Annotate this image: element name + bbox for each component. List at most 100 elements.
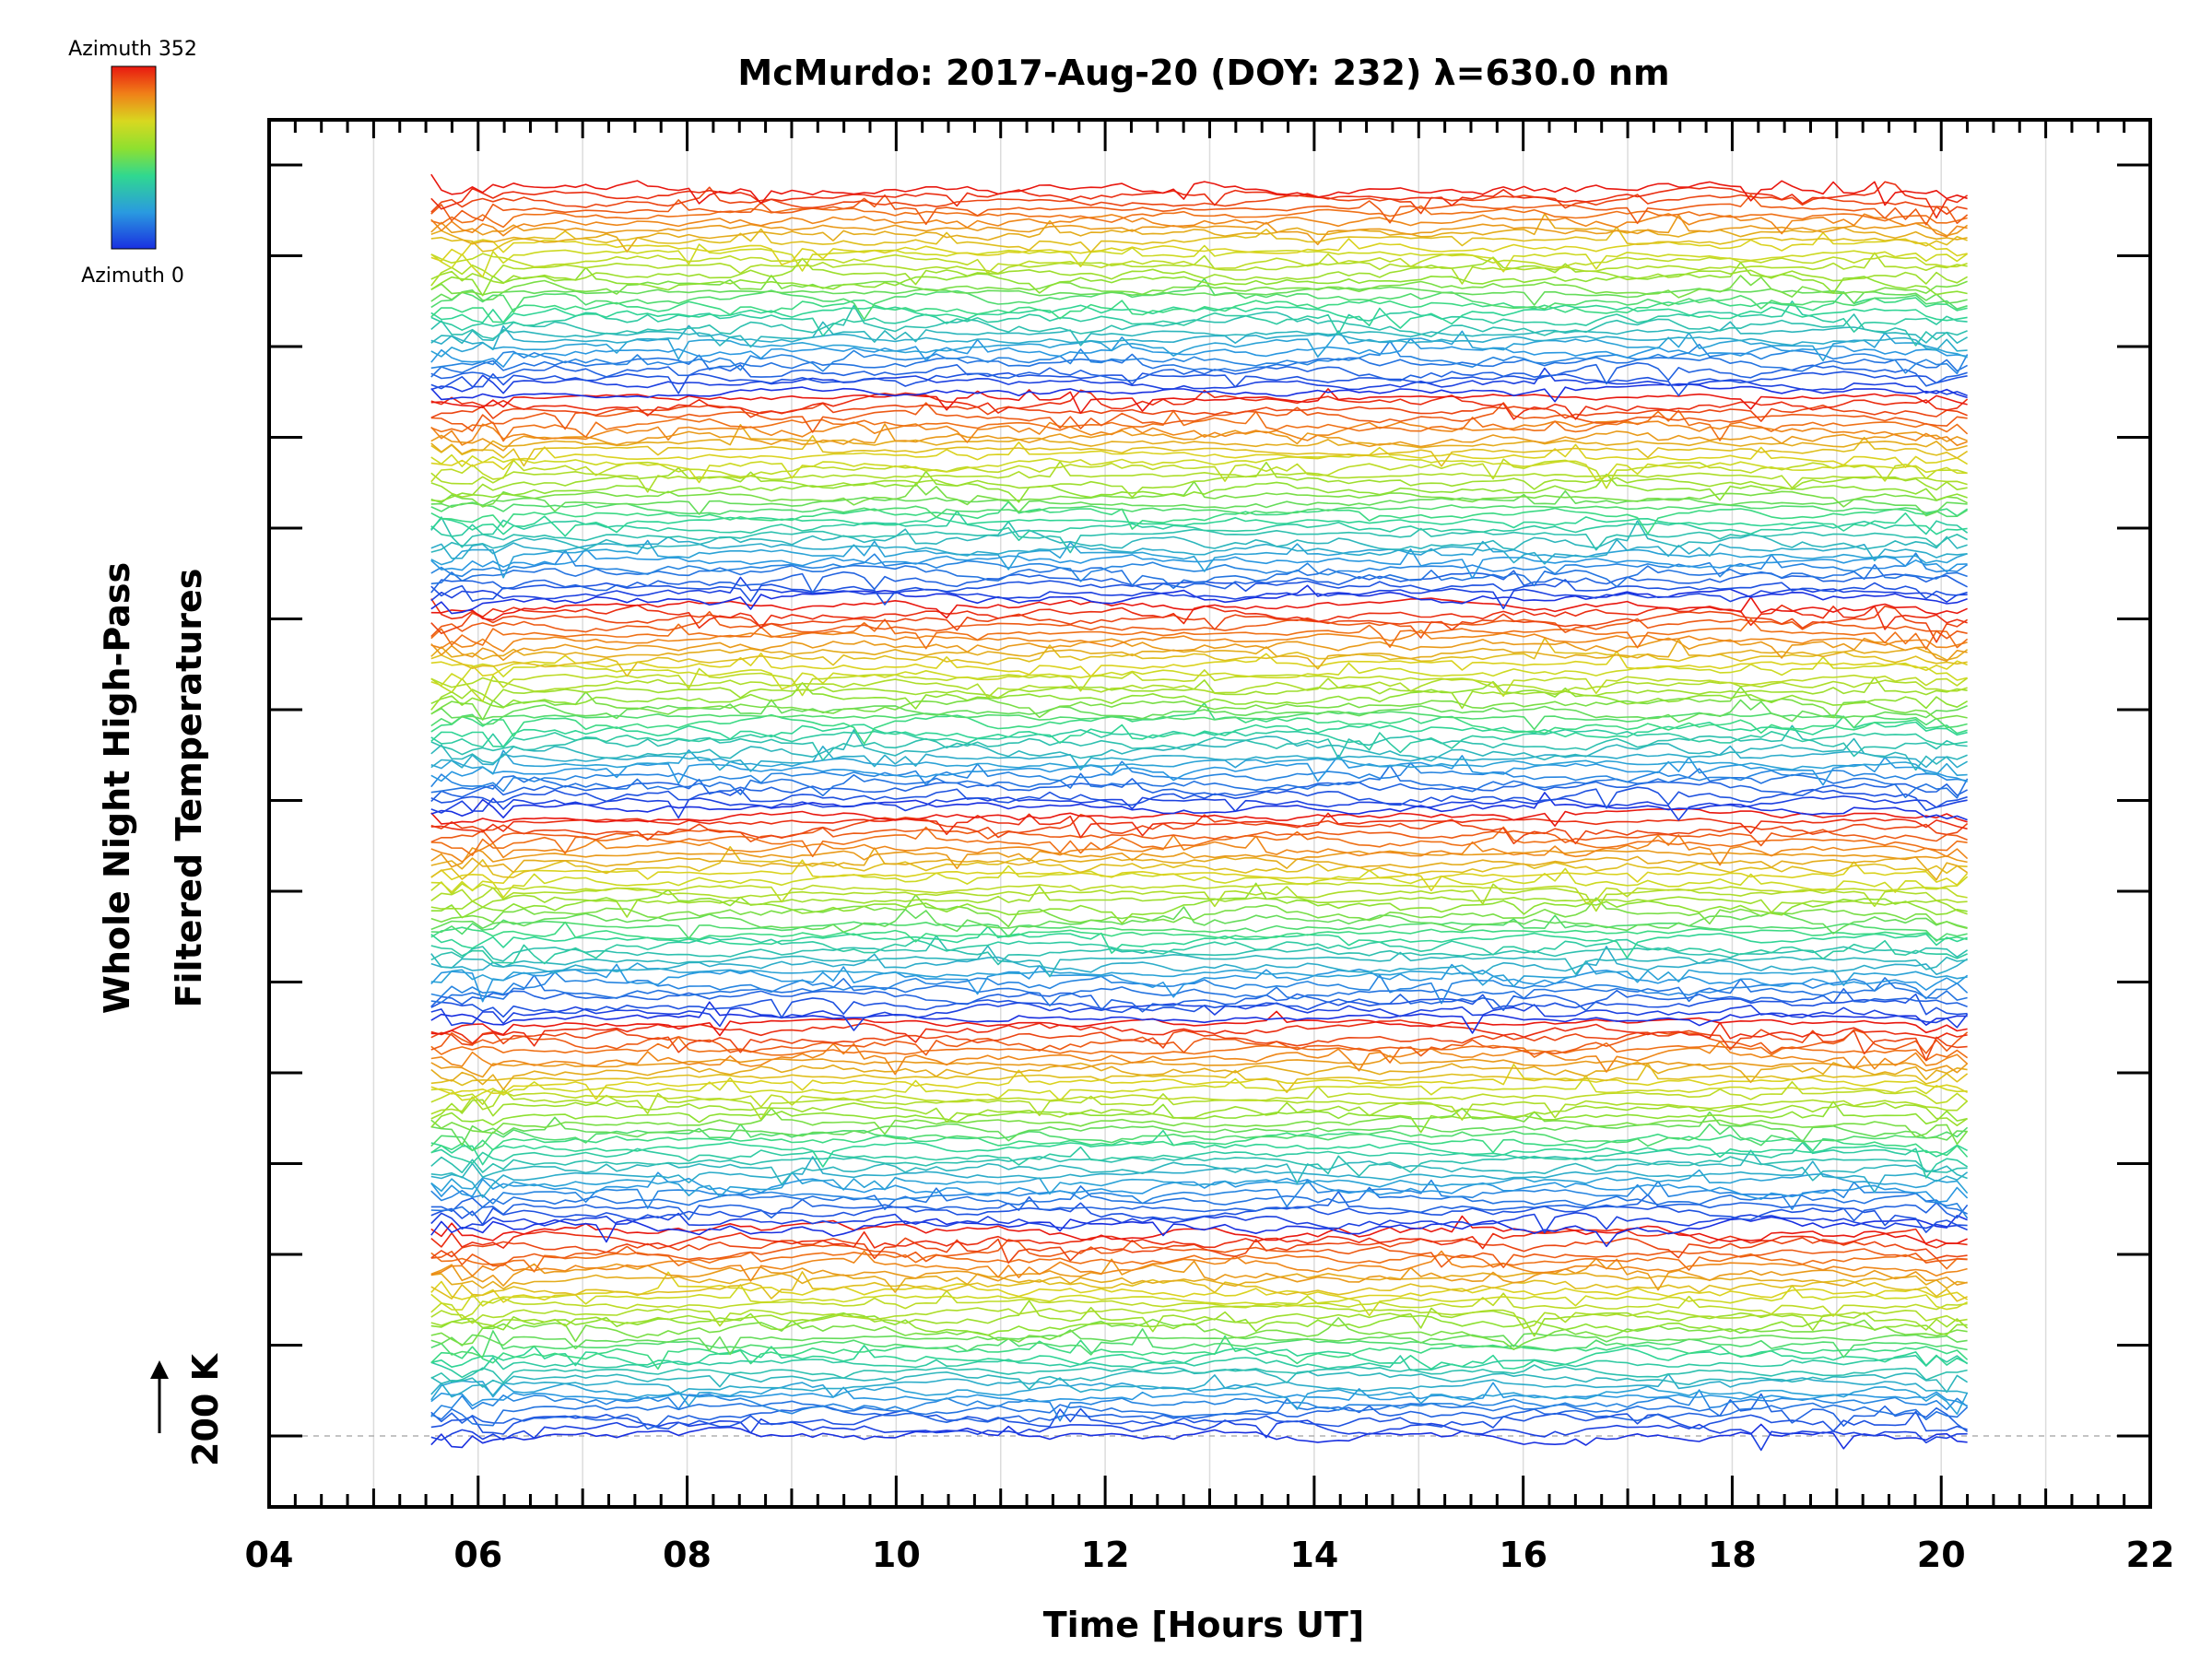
legend-top-label: Azimuth 352 xyxy=(68,38,197,61)
series-line xyxy=(430,1289,1968,1320)
series-line xyxy=(430,680,1969,710)
series-line xyxy=(430,971,1969,1005)
series-line xyxy=(430,1155,1968,1177)
series-line xyxy=(430,1001,1968,1034)
series-line xyxy=(430,1228,1968,1250)
series-line xyxy=(430,371,1968,397)
series-line xyxy=(430,512,1968,537)
series-line xyxy=(430,1124,1969,1152)
series-line xyxy=(430,1185,1968,1217)
series-line xyxy=(430,745,1968,772)
series-line xyxy=(430,252,1968,287)
series-line xyxy=(430,638,1969,670)
x-tick-label: 14 xyxy=(1289,1535,1338,1575)
series-line xyxy=(430,453,1968,484)
series-line xyxy=(430,946,1969,975)
series-line xyxy=(430,865,1969,899)
series-line xyxy=(430,275,1968,299)
series-line xyxy=(430,881,1968,904)
series-line xyxy=(430,1075,1968,1101)
series-line xyxy=(430,963,1969,1003)
series-line xyxy=(430,1239,1968,1268)
series-line xyxy=(430,510,1969,542)
series-line xyxy=(430,729,1968,771)
series-line xyxy=(430,945,1968,978)
series-line xyxy=(430,988,1968,1013)
series-line xyxy=(430,470,1968,503)
plot-frame xyxy=(267,118,2152,1509)
series-line xyxy=(430,340,1969,375)
series-line xyxy=(430,859,1969,892)
series-line xyxy=(430,173,1968,206)
series-line xyxy=(430,520,1968,553)
series-line xyxy=(430,1041,1969,1076)
series-line xyxy=(430,812,1968,839)
series-line xyxy=(430,367,1968,396)
series-line xyxy=(430,894,1968,930)
series-line xyxy=(430,792,1968,821)
series-line xyxy=(430,1088,1969,1121)
x-tick-label: 12 xyxy=(1081,1535,1130,1575)
series-line xyxy=(430,760,1968,793)
series-line xyxy=(430,715,1968,748)
series-line xyxy=(430,1389,1969,1422)
series-line xyxy=(430,596,1968,621)
series-line xyxy=(430,1373,1968,1398)
series-line xyxy=(430,1382,1968,1407)
series-line xyxy=(430,827,1968,847)
series-line xyxy=(430,535,1968,565)
series-line xyxy=(430,423,1968,452)
series-line xyxy=(430,1271,1968,1302)
scale-indicator: 200 K xyxy=(150,1352,226,1466)
series-line xyxy=(430,304,1968,347)
series-line xyxy=(430,549,1969,582)
series-line xyxy=(430,584,1968,615)
series-line xyxy=(430,1156,1969,1198)
series-line xyxy=(430,1380,1969,1416)
series-line xyxy=(430,629,1968,653)
series-line xyxy=(430,205,1968,229)
series-line xyxy=(430,290,1968,324)
series-line xyxy=(430,1141,1969,1179)
series-line xyxy=(430,186,1968,216)
series-line xyxy=(430,1215,1968,1248)
series-line xyxy=(430,226,1968,253)
series-line xyxy=(430,1061,1968,1090)
series-line xyxy=(430,794,1968,821)
series-line xyxy=(430,1191,1969,1222)
series-line xyxy=(430,388,1968,415)
series-line xyxy=(430,1002,1969,1031)
scale-arrow-head xyxy=(150,1360,169,1379)
series-line xyxy=(430,882,1968,924)
chart-title: McMurdo: 2017-Aug-20 (DOY: 232) λ=630.0 … xyxy=(737,53,1669,93)
series-line xyxy=(430,883,1968,912)
series-line xyxy=(430,778,1968,803)
series-line xyxy=(430,699,1968,724)
series-line xyxy=(430,1328,1968,1359)
series-line xyxy=(430,845,1968,880)
series-line xyxy=(430,921,1968,943)
series-line xyxy=(430,1036,1969,1064)
series-line xyxy=(430,1029,1969,1057)
x-tick-labels: 04 06 08 10 12 14 16 18 20 22 xyxy=(245,1535,2175,1575)
series-line xyxy=(430,1251,1968,1273)
series-line xyxy=(430,423,1968,455)
series-line xyxy=(430,516,1968,554)
series-line xyxy=(430,813,1969,845)
series-line xyxy=(430,300,1968,337)
x-tick-label: 20 xyxy=(1917,1535,1966,1575)
series-line xyxy=(430,906,1968,935)
series-line xyxy=(430,1398,1969,1427)
legend-bottom-label: Azimuth 0 xyxy=(81,265,184,288)
series-group xyxy=(430,173,1969,1452)
series-line xyxy=(430,677,1968,711)
series-line xyxy=(430,702,1968,745)
series-line xyxy=(430,1303,1968,1329)
series-line xyxy=(430,1129,1968,1168)
series-line xyxy=(430,1099,1969,1126)
series-line xyxy=(430,786,1968,812)
series-line xyxy=(430,1407,1968,1435)
series-line xyxy=(430,1054,1969,1078)
series-line xyxy=(430,610,1968,640)
series-line xyxy=(430,1329,1968,1356)
